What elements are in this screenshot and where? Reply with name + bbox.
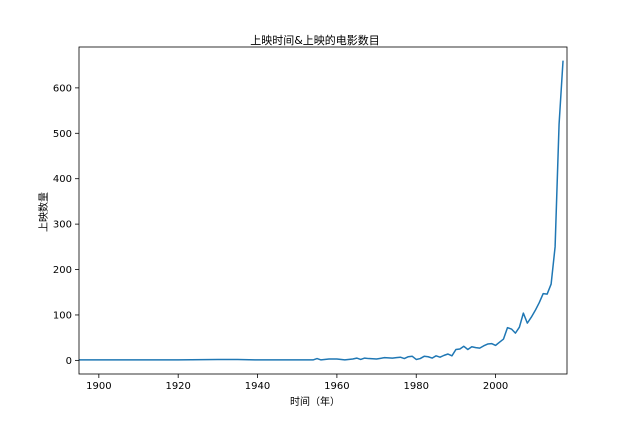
x-axis-title: 时间（年） [290, 395, 340, 408]
y-tick-label: 200 [53, 265, 72, 276]
y-tick-label: 400 [53, 174, 72, 185]
x-tick-label: 1980 [404, 381, 429, 392]
x-tick-label: 2000 [483, 381, 508, 392]
y-axis-title: 上映数量 [37, 192, 50, 232]
chart-title: 上映时间&上映的电影数目 [250, 33, 380, 47]
y-tick-label: 0 [66, 356, 72, 367]
x-axis-ticks: 1900 1920 1940 1960 1980 2000 [86, 374, 508, 392]
y-axis-ticks: 0 100 200 300 400 500 600 [53, 83, 79, 367]
x-tick-label: 1900 [86, 381, 111, 392]
series-line [79, 60, 564, 361]
x-tick-label: 1940 [245, 381, 270, 392]
y-tick-label: 100 [53, 310, 72, 321]
x-tick-label: 1960 [324, 381, 349, 392]
x-tick-label: 1920 [165, 381, 190, 392]
y-tick-label: 600 [53, 83, 72, 94]
y-tick-label: 500 [53, 129, 72, 140]
y-tick-label: 300 [53, 220, 72, 231]
plot-area-frame [78, 46, 568, 375]
series-layer [79, 60, 564, 361]
